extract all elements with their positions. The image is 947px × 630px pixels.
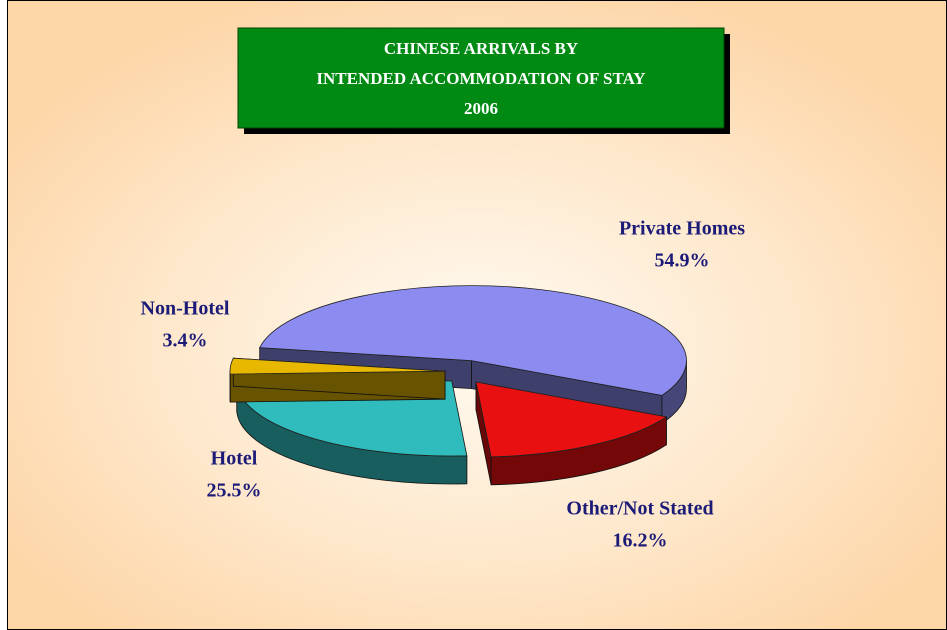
pie-slice xyxy=(475,381,668,486)
pie-slice xyxy=(229,357,446,403)
slice-top xyxy=(475,381,668,458)
slice-value-label: 3.4% xyxy=(163,330,208,352)
slice-label: Other/Not Stated xyxy=(566,498,713,520)
chart-title: CHINESE ARRIVALS BY xyxy=(384,39,578,58)
chart-title: 2006 xyxy=(464,99,498,118)
slice-label: Non-Hotel xyxy=(141,298,230,320)
chart-title: INTENDED ACCOMMODATION OF STAY xyxy=(316,69,645,88)
slice-top xyxy=(229,357,446,375)
slice-value-label: 16.2% xyxy=(613,530,668,552)
slice-label: Private Homes xyxy=(619,218,745,240)
slice-top xyxy=(259,285,687,396)
title-box xyxy=(237,27,725,129)
slice-value-label: 54.9% xyxy=(655,250,710,272)
slice-value-label: 25.5% xyxy=(207,480,262,502)
slice-label: Hotel xyxy=(211,448,258,470)
